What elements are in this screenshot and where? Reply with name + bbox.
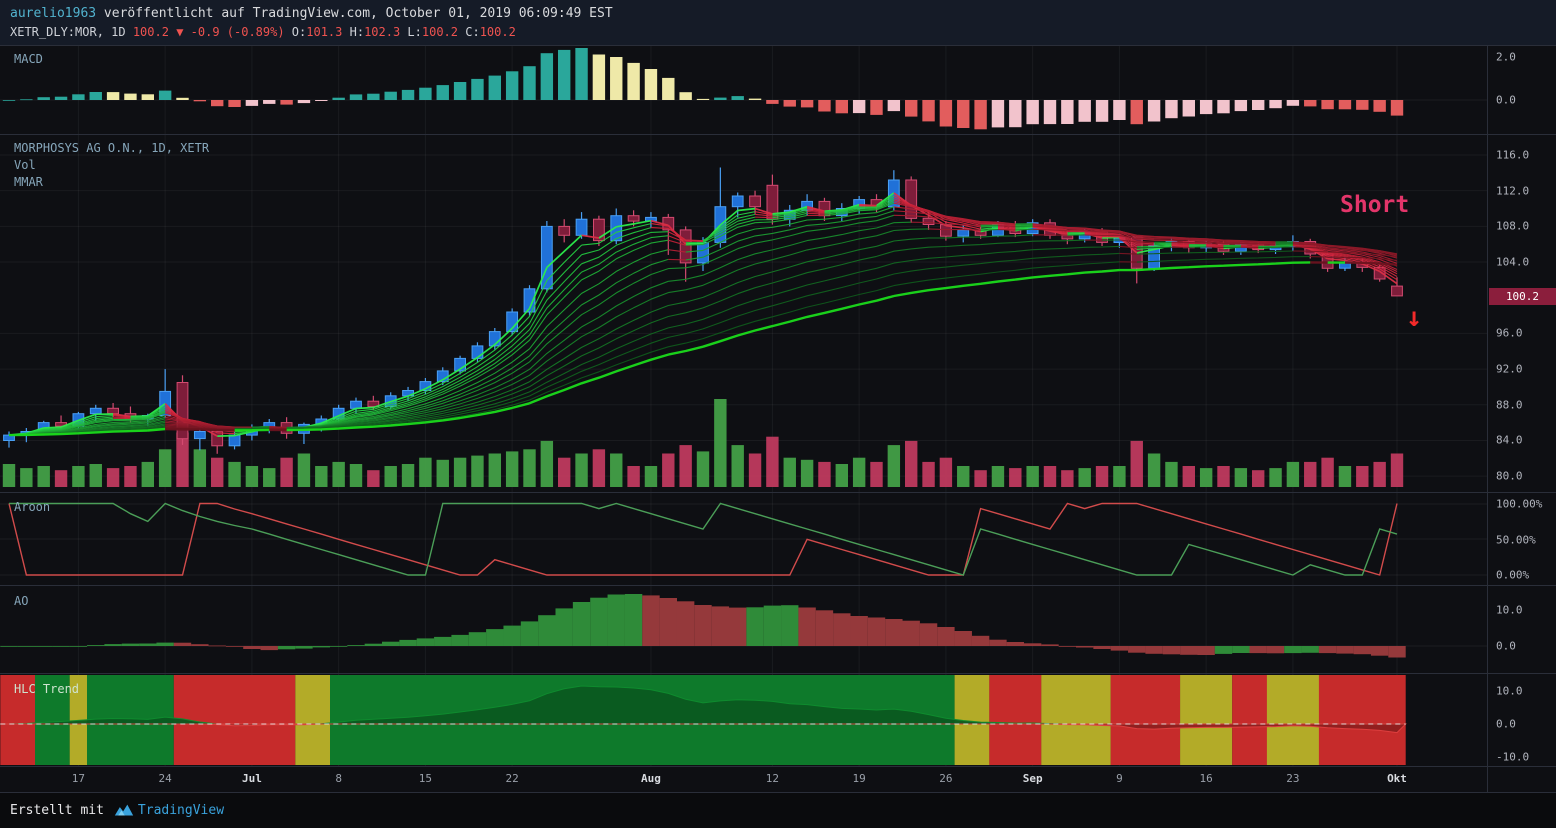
axis-label: 2.0 [1496, 50, 1516, 64]
time-axis-label: 8 [335, 772, 342, 785]
down-arrow-annotation[interactable]: ↓ [1406, 302, 1423, 333]
time-axis-label: 23 [1286, 772, 1300, 785]
axis-label: -10.0 [1496, 750, 1530, 764]
axis-label: 100.00% [1496, 497, 1543, 511]
symbol-ohlc-segment: 100.2 [479, 25, 516, 39]
last-price-badge: 100.2 [1489, 288, 1556, 305]
mmar-legend[interactable]: MMAR [14, 175, 43, 189]
symbol-ohlc-segment: 101.3 [306, 25, 350, 39]
axis-label: 0.0 [1496, 93, 1516, 107]
time-axis-label: 22 [505, 772, 519, 785]
published-text: veröffentlicht auf TradingView.com, Octo… [96, 6, 613, 21]
axis-label: 0.0 [1496, 717, 1516, 731]
symbol-ohlc-segment: 102.3 [364, 25, 408, 39]
time-axis-label: 15 [418, 772, 433, 785]
symbol-ohlc-segment: L: [407, 25, 422, 39]
axis-label: 0.0 [1496, 639, 1516, 653]
symbol-ohlc-segment: 100.2 [132, 25, 177, 39]
axis-label: 112.0 [1496, 184, 1530, 198]
created-with-text: Erstellt mit [10, 803, 104, 818]
publish-info: aurelio1963 veröffentlicht auf TradingVi… [10, 6, 613, 21]
axis-label: 80.0 [1496, 469, 1523, 483]
time-axis-label: 26 [939, 772, 953, 785]
short-annotation[interactable]: Short [1340, 192, 1410, 218]
axis-label: 116.0 [1496, 148, 1530, 162]
main-pane-title[interactable]: MORPHOSYS AG O.N., 1D, XETR [14, 141, 210, 155]
time-axis-label: 9 [1116, 772, 1123, 785]
time-axis-label: 19 [852, 772, 866, 785]
axis-label: 92.0 [1496, 362, 1523, 376]
ao-pane-label[interactable]: AO [14, 594, 29, 608]
username-link[interactable]: aurelio1963 [10, 6, 97, 21]
symbol-ohlc-segment: -0.9 (-0.89%) [190, 25, 292, 39]
hlc-trend-pane-label[interactable]: HLC Trend [14, 682, 80, 696]
axis-label: 50.00% [1496, 533, 1536, 546]
footer: Erstellt mit TradingView [0, 793, 1556, 828]
price-axis[interactable]: 116.0 112.0 108.0 104.0 96.0 92.0 88.0 84.0 80.0… [1490, 0, 1556, 828]
symbol-ohlc-segment: O: [291, 25, 307, 39]
symbol-ohlc-segment: XETR_DLY:MOR, 1D [10, 25, 133, 39]
symbol-ohlc-segment: C: [465, 25, 480, 39]
axis-label: 84.0 [1496, 433, 1523, 447]
axis-label: 104.0 [1496, 255, 1530, 269]
time-axis[interactable]: 17 24 Jul 8 15 22 Aug 12 19 26 Sep 9 16 23 Okt [0, 767, 1487, 792]
time-axis-label: 24 [158, 772, 172, 785]
time-axis-label: 17 [71, 772, 86, 785]
time-axis-label: Aug [641, 772, 661, 785]
symbol-ohlc-line: XETR_DLY:MOR, 1D 100.2 ▼ -0.9 (-0.89%) O… [10, 25, 516, 39]
aroon-pane-label[interactable]: Aroon [14, 500, 51, 514]
axis-label: 108.0 [1496, 219, 1530, 233]
axis-label: 96.0 [1496, 326, 1523, 340]
time-axis-label: 12 [765, 772, 780, 785]
axis-label: 88.0 [1496, 398, 1523, 412]
tradingview-brand-link[interactable]: TradingView [137, 803, 225, 818]
axis-label: 10.0 [1496, 603, 1523, 617]
time-axis-label: Jul [241, 772, 262, 785]
symbol-ohlc-segment: ▼ [176, 25, 191, 39]
publish-header: aurelio1963 veröffentlicht auf TradingVi… [0, 0, 1556, 45]
axis-label: 0.00% [1496, 568, 1530, 582]
symbol-ohlc-segment: 100.2 [421, 25, 466, 39]
time-axis-label: Sep [1022, 772, 1043, 785]
axis-label: 10.0 [1496, 684, 1523, 698]
volume-legend[interactable]: Vol [14, 158, 36, 172]
symbol-ohlc-segment: H: [349, 25, 365, 39]
time-axis-label: 16 [1199, 772, 1213, 785]
time-axis-label: Okt [1387, 772, 1407, 785]
tradingview-logo[interactable] [114, 803, 134, 818]
macd-pane-label[interactable]: MACD [14, 52, 43, 66]
